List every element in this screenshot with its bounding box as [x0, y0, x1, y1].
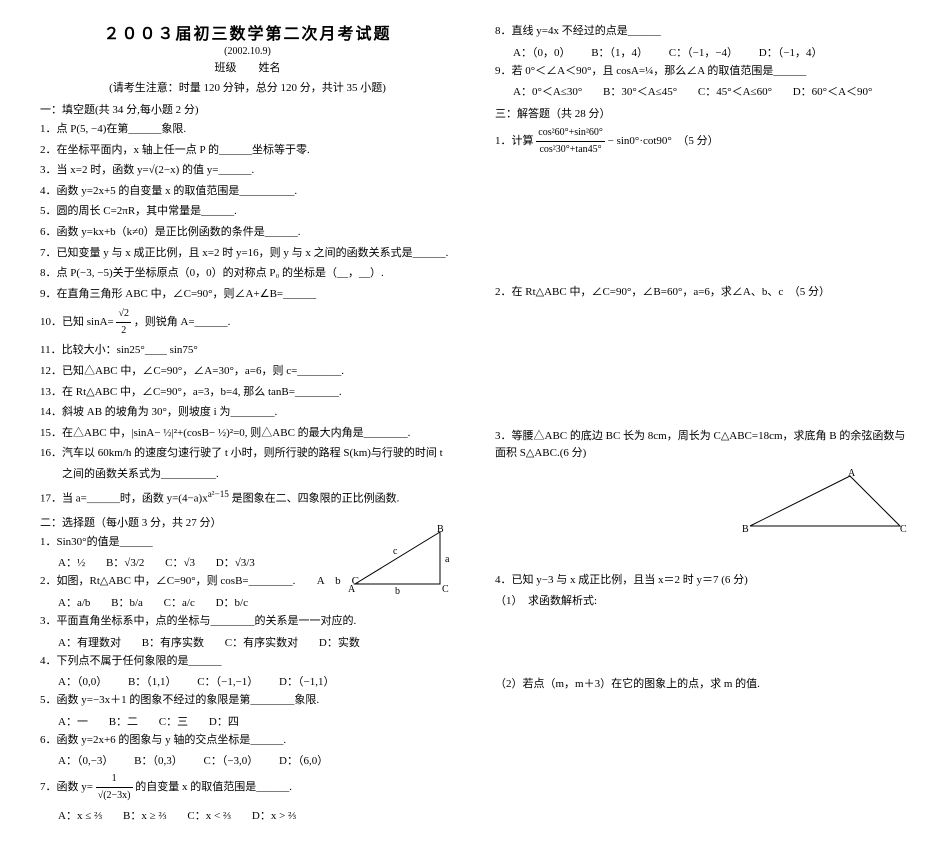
q2-9: 9．若 0°＜∠A＜90°，且 cosA=¼，那么∠A 的取值范围是______	[495, 63, 910, 81]
q2-4-opts: A：（0,0） B：（1,1） C：（−1,−1） D：（−1,1）	[58, 673, 455, 689]
left-column: ２００３届初三数学第二次月考试题 (2002.10.9) 班级 姓名 (请考生注…	[40, 20, 455, 823]
q1-13: 13．在 Rt△ABC 中，∠C=90°，a=3，b=4, 那么 tanB=__…	[40, 384, 455, 402]
exam-date: (2002.10.9)	[40, 46, 455, 57]
q2-5: 5．函数 y=−3x＋1 的图象不经过的象限是第________象限.	[40, 692, 455, 710]
q3-4-1: （1） 求函数解析式:	[495, 593, 910, 611]
q1-9: 9．在直角三角形 ABC 中，∠C=90°，则∠A+∠B=______	[40, 286, 455, 304]
q1-14: 14．斜坡 AB 的坡角为 30°，则坡度 i 为________.	[40, 404, 455, 422]
q1-3: 3．当 x=2 时，函数 y=√(2−x) 的值 y=______.	[40, 162, 455, 180]
meta-line: 班级 姓名	[40, 59, 455, 75]
q2-8-opts: A：（0，0） B：（1，4） C：（−1，−4） D：（−1，4）	[513, 44, 910, 60]
svg-text:a: a	[445, 554, 450, 565]
svg-text:A: A	[348, 584, 356, 595]
svg-text:b: b	[395, 586, 400, 597]
q1-4: 4．函数 y=2x+5 的自变量 x 的取值范围是__________.	[40, 183, 455, 201]
svg-text:c: c	[393, 546, 398, 557]
frac-sqrt2-2: √22	[116, 306, 131, 339]
q2-6: 6．函数 y=2x+6 的图象与 y 轴的交点坐标是______.	[40, 732, 455, 750]
q1-12: 12．已知△ABC 中，∠C=90°，∠A=30°，a=6，则 c=______…	[40, 363, 455, 381]
notice: (请考生注意：时量 120 分钟，总分 120 分，共计 35 小题)	[40, 79, 455, 95]
right-column: 8．直线 y=4x 不经过的点是______ A：（0，0） B：（1，4） C…	[495, 20, 910, 823]
svg-text:B: B	[437, 524, 444, 535]
q1-17: 17．当 a=______时，函数 y=(4−a)xa²−15 是图象在二、四象…	[40, 487, 455, 508]
q2-3: 3．平面直角坐标系中，点的坐标与________的关系是一一对应的.	[40, 613, 455, 631]
section-3-head: 三：解答题（共 28 分）	[495, 105, 910, 121]
class-label: 班级	[215, 62, 237, 74]
q1-16b: 之间的函数关系式为__________.	[40, 466, 455, 484]
section-1-head: 一：填空题(共 34 分,每小题 2 分)	[40, 101, 455, 117]
q1-7: 7．已知变量 y 与 x 成正比例，且 x=2 时 y=16，则 y 与 x 之…	[40, 245, 455, 263]
q1-2: 2．在坐标平面内，x 轴上任一点 P 的______坐标等于零.	[40, 142, 455, 160]
q1-1: 1．点 P(5, −4)在第______象限.	[40, 121, 455, 139]
q2-6-opts: A：（0,−3） B：（0,3） C：（−3,0） D：（6,0）	[58, 752, 455, 768]
svg-text:C: C	[442, 584, 449, 595]
q1-16a: 16．汽车以 60km/h 的速度匀速行驶了 t 小时，则所行驶的路程 S(km…	[40, 445, 455, 463]
frac-trig: cos²60°+sin²60° cos²30°+tan45°	[536, 125, 605, 158]
q1-6: 6．函数 y=kx+b（k≠0）是正比例函数的条件是______.	[40, 224, 455, 242]
q1-11: 11．比较大小：sin25°____ sin75°	[40, 342, 455, 360]
svg-text:A: A	[848, 468, 856, 479]
q2-7: 7．函数 y= 1√(2−3x) 的自变量 x 的取值范围是______.	[40, 771, 455, 804]
q2-7-opts: A：x ≤ ⅔ B：x ≥ ⅔ C：x < ⅔ D：x > ⅔	[58, 807, 455, 823]
q1-8: 8．点 P(−3, −5)关于坐标原点（0，0）的对称点 P₀ 的坐标是（__，…	[40, 265, 455, 283]
q2-9-opts: A：0°＜A≤30° B：30°＜A≤45° C：45°＜A≤60° D：60°…	[513, 83, 910, 99]
q3-4-2: （2）若点（m，m＋3）在它的图象上的点，求 m 的值.	[495, 676, 910, 694]
q3-1: 1．计算 cos²60°+sin²60° cos²30°+tan45° − si…	[495, 125, 910, 158]
name-label: 姓名	[259, 62, 281, 74]
triangle-isoceles: A B C	[740, 466, 910, 536]
q3-2: 2．在 Rt△ABC 中，∠C=90°，∠B=60°，a=6，求∠A、b、c （…	[495, 284, 910, 302]
q1-15: 15．在△ABC 中，|sinA− ½|²+(cosB− ½)²=0, 则△AB…	[40, 425, 455, 443]
q2-4: 4．下列点不属于任何象限的是______	[40, 653, 455, 671]
svg-text:B: B	[742, 524, 749, 535]
q2-8: 8．直线 y=4x 不经过的点是______	[495, 23, 910, 41]
q1-10: 10．已知 sinA= √22 ，则锐角 A=______.	[40, 306, 455, 339]
q3-3: 3．等腰△ABC 的底边 BC 长为 8cm，周长为 C△ABC=18cm，求底…	[495, 428, 910, 463]
svg-text:C: C	[900, 524, 907, 535]
frac-1-sqrt: 1√(2−3x)	[96, 771, 133, 804]
triangle-right: A B C b a c	[345, 524, 455, 599]
exam-title: ２００３届初三数学第二次月考试题	[40, 20, 455, 44]
q3-4: 4．已知 y−3 与 x 成正比例，且当 x＝2 时 y＝7 (6 分)	[495, 572, 910, 590]
q1-5: 5．圆的周长 C=2πR，其中常量是______.	[40, 203, 455, 221]
q2-5-opts: A：一 B：二 C：三 D：四	[58, 713, 455, 729]
q2-3-opts: A：有理数对 B：有序实数 C：有序实数对 D：实数	[58, 634, 455, 650]
